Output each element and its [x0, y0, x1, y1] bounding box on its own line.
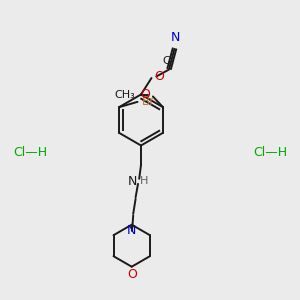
Text: N: N	[171, 31, 180, 44]
Text: N: N	[128, 175, 137, 188]
Text: C: C	[162, 56, 170, 66]
Text: Br: Br	[141, 95, 154, 108]
Text: N: N	[127, 224, 136, 238]
Text: CH₃: CH₃	[114, 90, 135, 100]
Text: O: O	[154, 70, 164, 83]
Text: O: O	[140, 88, 150, 101]
Text: H: H	[140, 176, 148, 187]
Text: O: O	[127, 268, 136, 281]
Text: Cl—H: Cl—H	[253, 146, 287, 160]
Text: Cl—H: Cl—H	[13, 146, 47, 160]
